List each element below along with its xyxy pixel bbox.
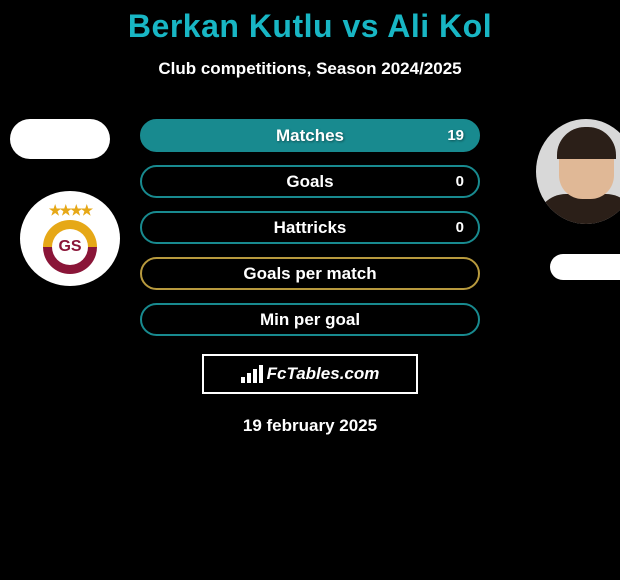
stat-label: Min per goal	[260, 310, 360, 330]
player-right-avatar	[536, 119, 620, 224]
stat-label: Goals	[286, 172, 333, 192]
logo-circle-icon: GS	[43, 220, 97, 274]
face-hair-icon	[557, 127, 616, 159]
stat-row-goals-per-match: Goals per match	[140, 257, 480, 290]
chart-icon	[241, 365, 263, 383]
face-icon	[536, 119, 620, 224]
stat-row-matches: Matches 19	[140, 119, 480, 152]
brand-text: FcTables.com	[267, 364, 380, 384]
face-head-icon	[559, 131, 614, 199]
page-title: Berkan Kutlu vs Ali Kol	[0, 8, 620, 45]
stat-label: Goals per match	[243, 264, 376, 284]
stat-value-right: 0	[456, 173, 464, 190]
stat-row-hattricks: Hattricks 0	[140, 211, 480, 244]
galatasaray-logo-icon: ★★★★ GS	[20, 191, 120, 286]
comparison-card: Berkan Kutlu vs Ali Kol Club competition…	[0, 0, 620, 436]
date-text: 19 february 2025	[0, 416, 620, 436]
stat-value-right: 0	[456, 219, 464, 236]
logo-stars-icon: ★★★★	[49, 203, 91, 218]
stat-label: Hattricks	[274, 218, 347, 238]
content-area: ★★★★ GS Matches 19 Goals 0	[0, 119, 620, 436]
stat-rows: Matches 19 Goals 0 Hattricks 0 Goals per…	[140, 119, 480, 336]
club-right-placeholder	[550, 254, 620, 280]
logo-text-icon: GS	[52, 229, 88, 265]
player-left-placeholder	[10, 119, 110, 159]
stat-row-goals: Goals 0	[140, 165, 480, 198]
stat-label: Matches	[276, 126, 344, 146]
club-left-logo: ★★★★ GS	[20, 191, 120, 286]
brand-badge[interactable]: FcTables.com	[202, 354, 418, 394]
stat-value-right: 19	[447, 127, 464, 144]
stat-row-min-per-goal: Min per goal	[140, 303, 480, 336]
subtitle: Club competitions, Season 2024/2025	[0, 59, 620, 79]
